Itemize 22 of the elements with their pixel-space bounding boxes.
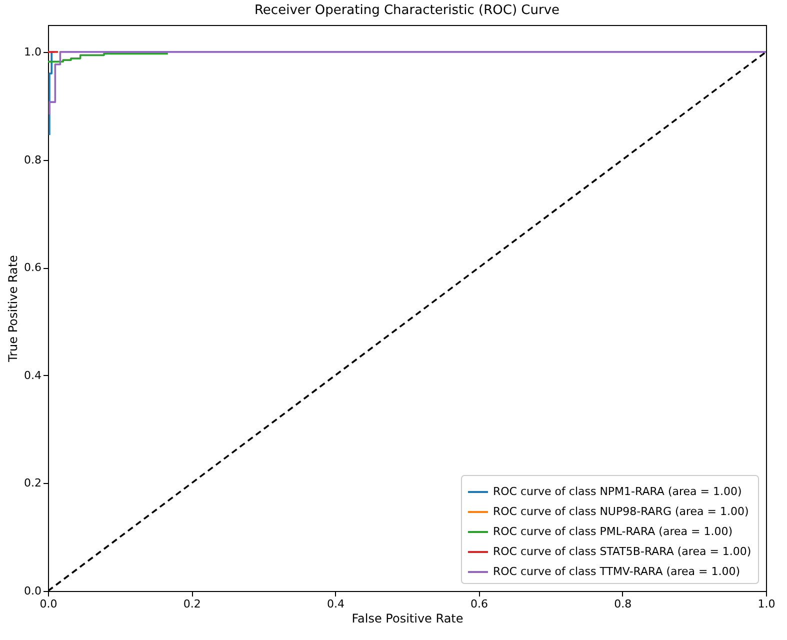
x-tick-label: 0.0 <box>40 598 58 610</box>
line-series <box>48 52 169 63</box>
y-tick-label: 1.0 <box>24 45 42 58</box>
x-axis-title: False Positive Rate <box>352 612 464 626</box>
legend-label: ROC curve of class PML-RARA (area = 1.00) <box>493 525 732 538</box>
legend-label: ROC curve of class NUP98-RARG (area = 1.00) <box>493 505 749 518</box>
line-series <box>48 51 766 116</box>
legend-label: ROC curve of class TTMV-RARA (area = 1.00) <box>493 565 740 578</box>
y-tick-label: 0.6 <box>24 261 42 274</box>
x-tick-label: 1.0 <box>758 598 776 610</box>
legend-label: ROC curve of class NPM1-RARA (area = 1.00) <box>493 485 742 498</box>
x-tick-label: 0.2 <box>183 598 201 610</box>
y-axis-title: True Positive Rate <box>6 255 20 363</box>
chart-title: Receiver Operating Characteristic (ROC) Curve <box>254 3 560 18</box>
x-tick-label: 0.4 <box>326 598 344 610</box>
x-tick-label: 0.6 <box>470 598 488 610</box>
x-tick-label: 0.8 <box>614 598 632 610</box>
legend-label: ROC curve of class STAT5B-RARA (area = 1.00) <box>493 545 752 558</box>
y-tick-label: 0.2 <box>24 476 42 490</box>
y-tick-label: 0.8 <box>24 153 42 166</box>
y-tick-label: 0.0 <box>24 584 42 598</box>
y-tick-label: 0.4 <box>24 368 42 382</box>
